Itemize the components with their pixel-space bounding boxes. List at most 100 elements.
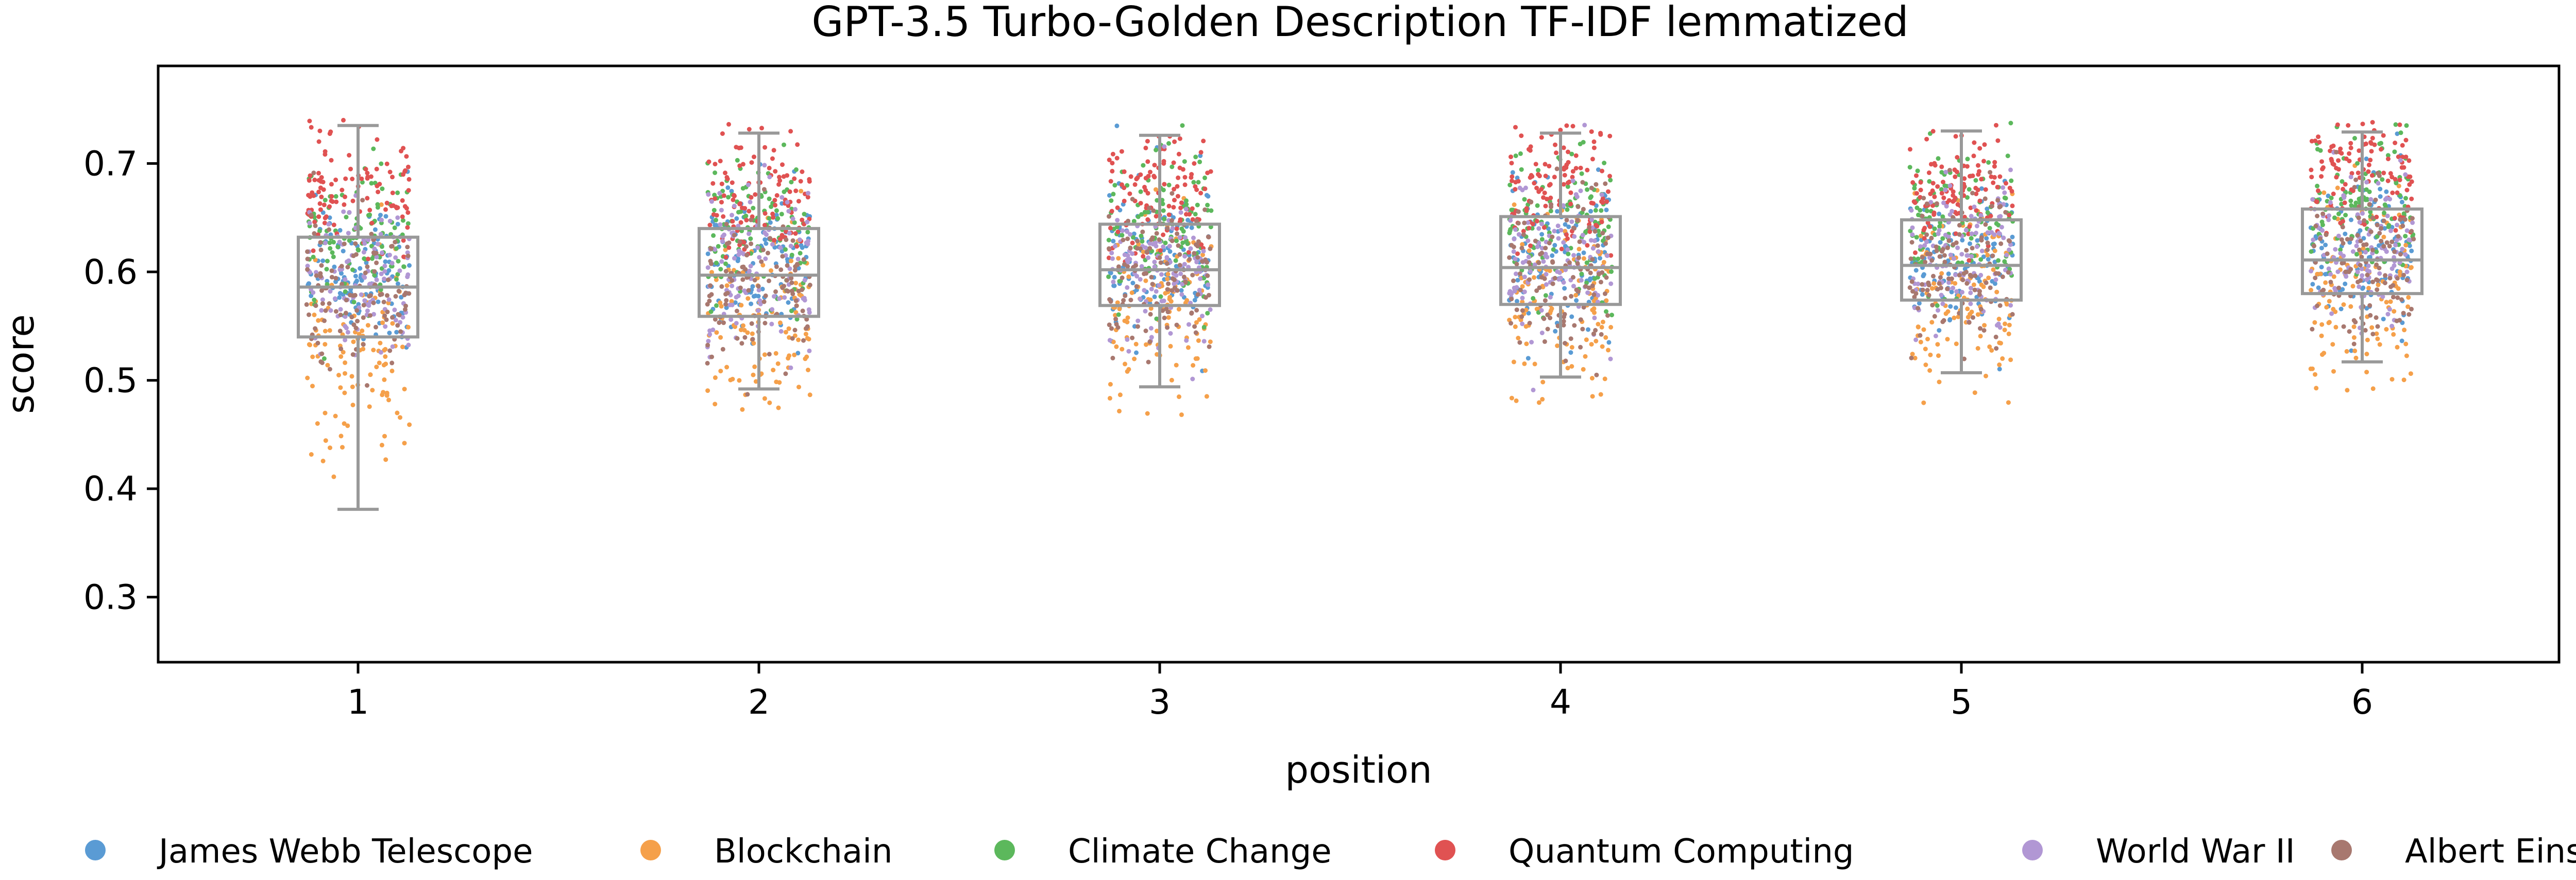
point bbox=[1932, 226, 1937, 231]
point bbox=[372, 246, 377, 251]
point bbox=[1165, 277, 1170, 282]
point bbox=[327, 240, 332, 245]
point bbox=[1978, 272, 1984, 278]
point bbox=[348, 292, 352, 298]
point bbox=[2406, 312, 2412, 317]
point bbox=[1162, 216, 1167, 221]
point bbox=[1126, 218, 1131, 223]
point bbox=[1566, 160, 1571, 165]
point bbox=[1589, 185, 1594, 191]
box-plots bbox=[297, 124, 2424, 511]
point bbox=[2390, 191, 2395, 195]
point bbox=[1588, 270, 1593, 275]
point bbox=[771, 215, 776, 220]
point bbox=[2358, 278, 2363, 283]
point bbox=[1908, 147, 1912, 152]
point bbox=[383, 214, 388, 219]
point bbox=[1954, 240, 1959, 245]
point bbox=[385, 278, 391, 282]
point bbox=[2403, 341, 2409, 347]
point bbox=[1200, 252, 1205, 257]
point bbox=[2370, 215, 2375, 220]
point bbox=[2363, 141, 2368, 146]
point bbox=[1114, 322, 1119, 327]
point bbox=[393, 255, 398, 260]
legend-item: Climate Change bbox=[994, 833, 1332, 871]
point bbox=[1529, 199, 1534, 204]
point bbox=[365, 264, 370, 269]
point bbox=[1133, 263, 1138, 268]
point bbox=[1520, 242, 1525, 247]
point bbox=[1549, 204, 1553, 210]
point bbox=[320, 458, 326, 463]
point bbox=[323, 198, 328, 203]
point bbox=[1921, 273, 1926, 279]
point bbox=[2367, 254, 2372, 260]
point bbox=[1953, 281, 1958, 286]
point bbox=[312, 297, 317, 302]
point bbox=[2399, 297, 2404, 302]
point bbox=[726, 195, 731, 200]
point bbox=[1170, 218, 1174, 223]
point bbox=[1989, 348, 1994, 353]
point bbox=[395, 221, 400, 227]
point bbox=[1937, 281, 1942, 286]
point bbox=[1202, 186, 1208, 192]
point bbox=[2398, 217, 2403, 222]
point bbox=[2367, 202, 2372, 207]
point bbox=[789, 180, 794, 185]
point bbox=[379, 202, 384, 207]
point bbox=[732, 233, 737, 238]
point bbox=[2344, 349, 2349, 354]
point bbox=[1997, 174, 2003, 179]
point bbox=[749, 301, 754, 306]
point bbox=[350, 403, 355, 407]
legend-item: Blockchain bbox=[640, 833, 892, 871]
point bbox=[724, 283, 730, 288]
point bbox=[1914, 235, 1919, 240]
point bbox=[2404, 278, 2410, 283]
point bbox=[390, 344, 395, 349]
point bbox=[1161, 159, 1166, 164]
point bbox=[756, 294, 761, 299]
point bbox=[1174, 238, 1179, 244]
point bbox=[1970, 191, 1975, 196]
point bbox=[1175, 184, 1180, 189]
point bbox=[1935, 287, 1940, 292]
point bbox=[387, 252, 392, 257]
point bbox=[1909, 240, 1914, 245]
point bbox=[1593, 327, 1598, 333]
point bbox=[1569, 345, 1574, 350]
point bbox=[1110, 161, 1115, 166]
point bbox=[1132, 356, 1137, 361]
point bbox=[1165, 325, 1170, 330]
point bbox=[1953, 305, 1958, 310]
point bbox=[705, 342, 710, 348]
point bbox=[403, 303, 408, 308]
point bbox=[1605, 313, 1610, 318]
point bbox=[1513, 256, 1518, 262]
point bbox=[2010, 203, 2015, 209]
point bbox=[745, 182, 751, 187]
point bbox=[313, 326, 318, 331]
point bbox=[2315, 147, 2320, 152]
point bbox=[713, 196, 718, 201]
point bbox=[1109, 250, 1114, 255]
point bbox=[1578, 165, 1583, 170]
point bbox=[2366, 263, 2371, 268]
point bbox=[1581, 367, 1586, 372]
point bbox=[1175, 231, 1180, 236]
point bbox=[2409, 196, 2414, 201]
point bbox=[801, 257, 806, 262]
point bbox=[786, 300, 791, 305]
point bbox=[1198, 276, 1203, 281]
point bbox=[1186, 250, 1191, 255]
point bbox=[1963, 228, 1969, 233]
point bbox=[794, 303, 799, 308]
point bbox=[757, 255, 762, 260]
point bbox=[317, 201, 323, 206]
point bbox=[1949, 276, 1954, 281]
point bbox=[1178, 217, 1183, 222]
point bbox=[770, 307, 775, 312]
point bbox=[353, 273, 358, 279]
